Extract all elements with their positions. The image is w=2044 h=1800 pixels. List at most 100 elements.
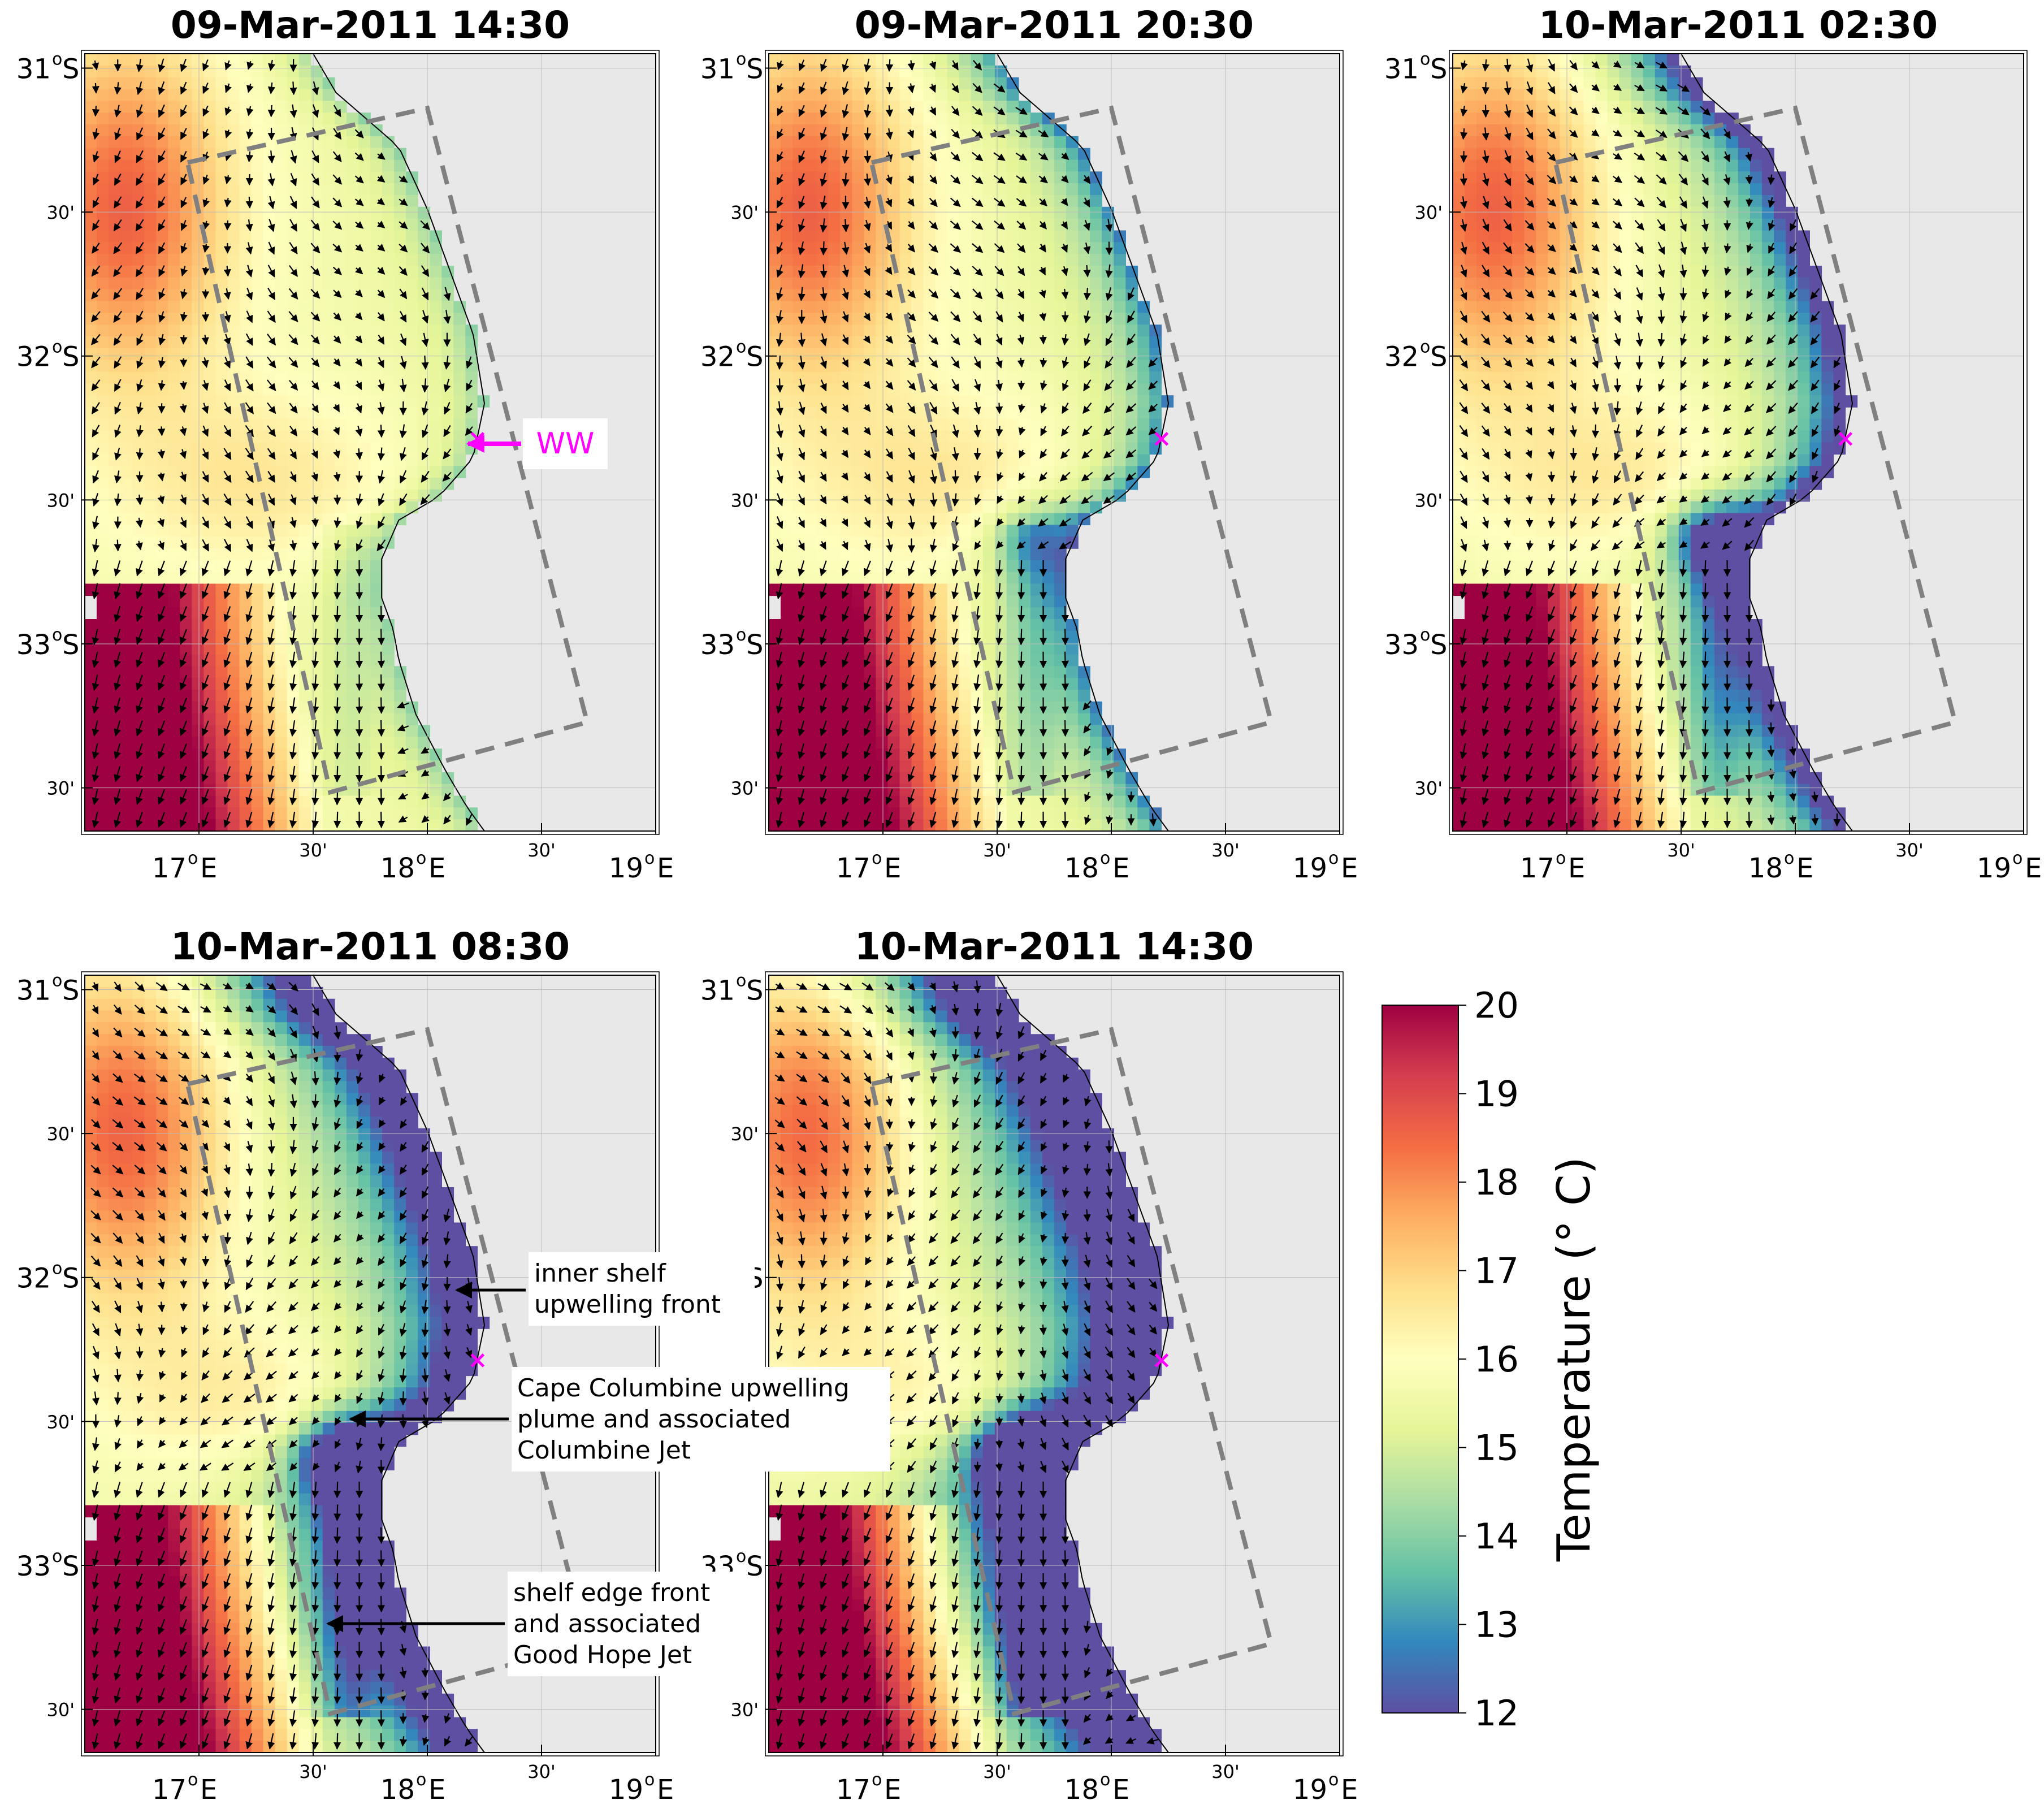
sst-cell	[1465, 65, 1477, 78]
sst-cell	[192, 136, 205, 149]
sst-cell	[887, 430, 900, 443]
sst-cell	[1042, 430, 1055, 443]
sst-cell	[120, 101, 133, 113]
sst-cell	[1054, 536, 1067, 549]
sst-cell	[971, 536, 984, 549]
sst-cell	[97, 583, 109, 596]
sst-cell	[144, 324, 157, 337]
sst-cell	[876, 89, 889, 102]
sst-cell	[334, 289, 347, 302]
sst-cell	[959, 513, 972, 526]
sst-cell	[959, 690, 972, 702]
sst-cell	[156, 324, 169, 337]
sst-cell	[1500, 89, 1513, 102]
sst-cell	[840, 136, 853, 149]
sst-cell	[1114, 454, 1126, 466]
sst-cell	[1631, 77, 1644, 90]
sst-cell	[1066, 819, 1079, 832]
sst-cell	[1066, 642, 1079, 655]
sst-cell	[322, 795, 335, 808]
sst-cell	[97, 748, 109, 761]
sst-cell	[816, 454, 829, 466]
sst-cell	[911, 654, 924, 667]
sst-cell	[85, 183, 97, 196]
sst-cell	[156, 466, 169, 478]
sst-cell	[132, 101, 145, 113]
sst-cell	[852, 289, 865, 302]
sst-cell	[1114, 807, 1126, 820]
sst-cell	[203, 159, 216, 172]
sst-cell	[1006, 230, 1019, 243]
sst-cell	[109, 395, 121, 408]
sst-cell	[441, 301, 454, 314]
sst-cell	[876, 642, 889, 655]
sst-cell	[959, 784, 972, 797]
sst-cell	[804, 195, 817, 207]
sst-cell	[876, 784, 889, 797]
sst-cell	[203, 572, 216, 585]
sst-cell	[816, 642, 829, 655]
sst-cell	[215, 254, 228, 266]
sst-cell	[192, 77, 205, 90]
sst-cell	[781, 360, 793, 373]
sst-cell	[180, 289, 193, 302]
sst-cell	[263, 348, 276, 361]
sst-cell	[298, 442, 311, 455]
sst-cell	[1114, 383, 1126, 396]
sst-cell	[239, 454, 252, 466]
sst-cell	[168, 666, 181, 678]
sst-cell	[144, 548, 157, 561]
sst-cell	[1066, 289, 1079, 302]
sst-cell	[781, 395, 793, 408]
sst-cell	[287, 324, 300, 337]
sst-cell	[982, 313, 995, 325]
sst-cell	[310, 560, 323, 573]
sst-cell	[781, 112, 793, 125]
sst-cell	[887, 348, 900, 361]
sst-cell	[192, 478, 205, 490]
current-arrow	[1061, 651, 1069, 669]
sst-cell	[203, 595, 216, 608]
sst-cell	[1030, 466, 1043, 478]
current-arrow	[311, 541, 319, 551]
sst-cell	[370, 277, 383, 290]
sst-cell	[1102, 254, 1114, 266]
sst-cell	[793, 525, 805, 537]
sst-cell	[406, 395, 418, 408]
degree-symbol: o	[736, 49, 746, 69]
sst-cell	[287, 478, 300, 490]
lat-label: 31	[700, 53, 735, 85]
sst-cell	[382, 183, 395, 196]
sst-cell	[994, 395, 1007, 408]
sst-cell	[97, 124, 109, 137]
sst-cell	[1054, 324, 1067, 337]
sst-cell	[876, 301, 889, 314]
sst-cell	[982, 737, 995, 749]
sst-cell	[310, 218, 323, 231]
sst-cell	[876, 583, 889, 596]
sst-cell	[804, 183, 817, 196]
current-arrow	[1061, 629, 1069, 646]
sst-cell	[911, 89, 924, 102]
sst-cell	[982, 148, 995, 161]
sst-cell	[1066, 478, 1079, 490]
sst-cell	[911, 819, 924, 832]
sst-cell	[994, 195, 1007, 207]
sst-cell	[793, 277, 805, 290]
sst-cell	[215, 619, 228, 631]
sst-cell	[298, 690, 311, 702]
sst-cell	[828, 206, 841, 219]
sst-cell	[781, 536, 793, 549]
current-arrow	[864, 150, 872, 164]
sst-cell	[215, 713, 228, 726]
sst-cell	[156, 595, 169, 608]
sst-cell	[406, 737, 418, 749]
sst-cell	[876, 183, 889, 196]
sst-cell	[275, 371, 288, 384]
sst-cell	[132, 371, 145, 384]
sst-cell	[346, 725, 359, 738]
sst-cell	[406, 501, 418, 514]
sst-cell	[911, 772, 924, 785]
sst-cell	[263, 642, 276, 655]
sst-cell	[828, 513, 841, 526]
